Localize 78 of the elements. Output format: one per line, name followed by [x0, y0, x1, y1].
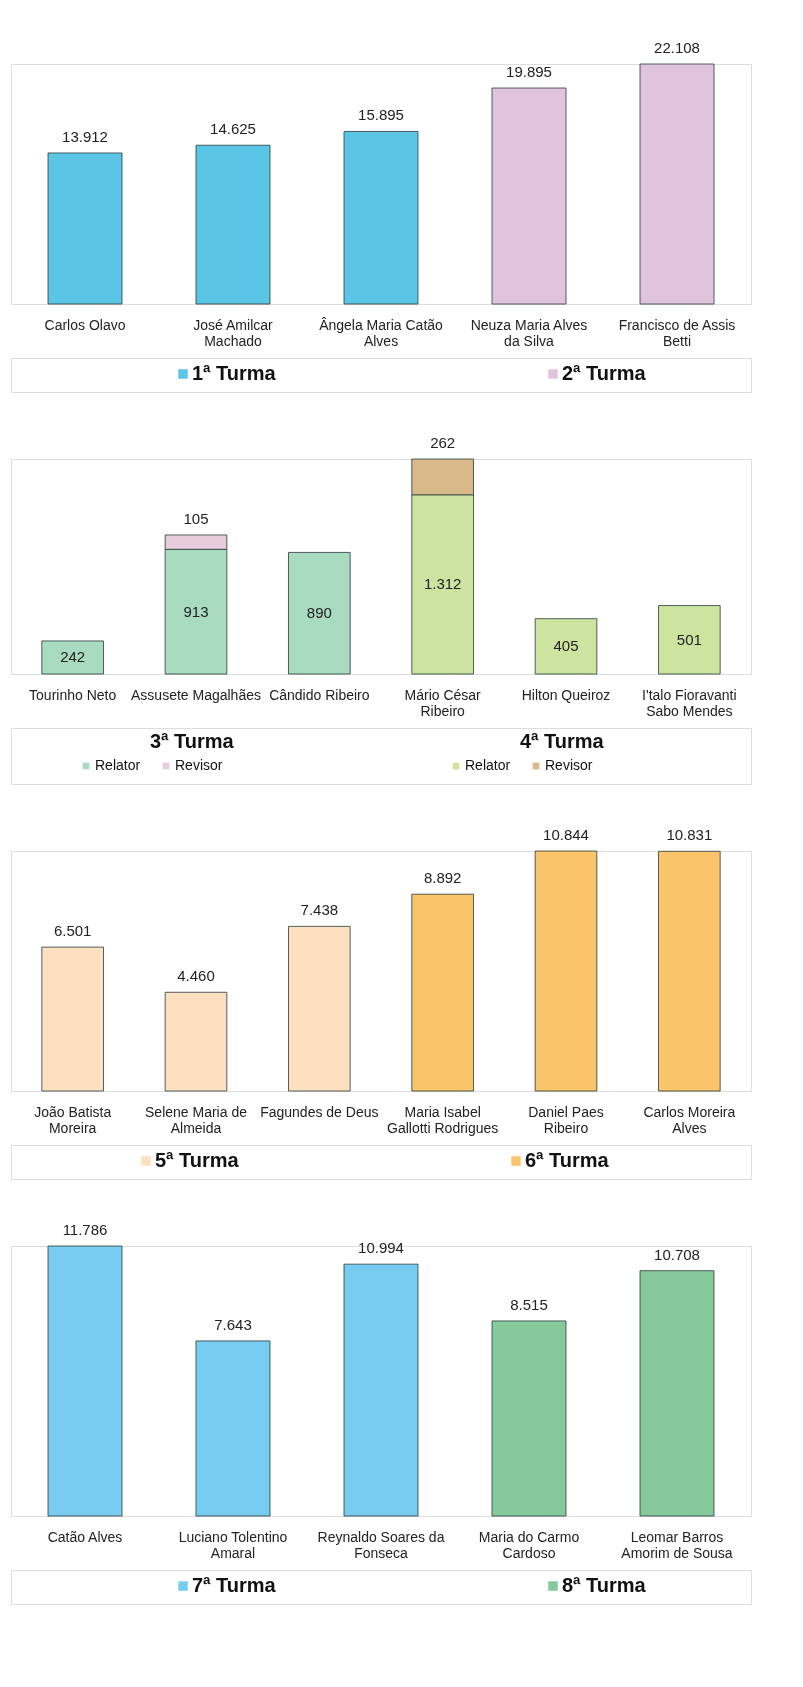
data-label: 890: [306, 604, 332, 622]
x-tick-label: Maria do Carmo Cardoso: [478, 1528, 580, 1561]
data-label: 4.460: [177, 967, 215, 985]
legend-label: 8ª Turma: [562, 1574, 647, 1596]
data-label: 10.831: [666, 826, 713, 844]
x-tick-label: Ângela Maria Catão Alves: [319, 316, 444, 349]
x-tick-label: I'talo Fioravanti Sabo Mendes: [642, 686, 737, 719]
legend-label: 2ª Turma: [562, 362, 647, 384]
x-tick-label: Daniel Paes Ribeiro: [528, 1103, 604, 1136]
data-label: 10.994: [358, 1239, 404, 1257]
x-tick-label: Carlos Olavo: [44, 316, 126, 333]
bar: [47, 152, 123, 305]
data-label: 19.895: [506, 63, 552, 81]
data-label: 913: [183, 602, 209, 620]
data-label: 8.515: [510, 1295, 548, 1313]
bar: [491, 1320, 567, 1517]
data-label: 14.625: [210, 120, 256, 138]
x-tick-label: Selene Maria de Almeida: [145, 1103, 248, 1136]
bar: [164, 991, 228, 1092]
data-label: 7.438: [300, 901, 339, 919]
x-tick-label: Hilton Queiroz: [521, 686, 611, 703]
bar: [343, 131, 419, 305]
bar: [195, 144, 271, 305]
legend-label: Relator: [465, 757, 511, 773]
x-tick-label: Cândido Ribeiro: [269, 686, 370, 703]
data-label: 501: [676, 630, 702, 648]
bar: [639, 1270, 715, 1517]
x-tick-label: Reynaldo Soares da Fonseca: [317, 1528, 445, 1561]
bar: [534, 618, 598, 675]
data-label: 8.892: [423, 869, 462, 887]
x-tick-label: Maria Isabel Gallotti Rodrigues: [387, 1103, 499, 1136]
bar: [343, 1263, 419, 1517]
data-label: 10.708: [654, 1245, 700, 1263]
x-tick-label: José Amilcar Machado: [193, 316, 274, 349]
legend-label: Revisor: [545, 757, 593, 773]
data-label: 6.501: [53, 922, 92, 940]
bar: [47, 1245, 123, 1517]
legend-label: 7ª Turma: [192, 1574, 277, 1596]
bar: [288, 925, 351, 1092]
x-tick-label: Neuza Maria Alves da Silva: [470, 316, 588, 349]
legend-label: 1ª Turma: [192, 362, 277, 384]
x-tick-label: Assusete Magalhães: [131, 686, 261, 703]
data-label: 22.108: [654, 39, 700, 56]
bar: [411, 893, 474, 1092]
x-tick-label: Mário César Ribeiro: [404, 686, 482, 719]
x-tick-label: Catão Alves: [47, 1528, 123, 1545]
data-label: 405: [553, 637, 579, 655]
data-label: 13.912: [62, 127, 108, 145]
data-label: 105: [183, 509, 209, 527]
x-tick-label: João Batista Moreira: [34, 1103, 112, 1136]
bar: [491, 87, 567, 305]
bar: [534, 850, 598, 1092]
data-label: 11.786: [62, 1221, 108, 1238]
legend-label: 5ª Turma: [155, 1149, 240, 1171]
data-label: 1.312: [423, 575, 462, 593]
data-label: 242: [60, 648, 86, 666]
x-tick-label: Leomar Barros Amorim de Sousa: [621, 1528, 733, 1561]
bar: [658, 850, 721, 1092]
legend-label: Revisor: [175, 757, 223, 773]
data-label: 15.895: [358, 106, 404, 124]
x-tick-label: Carlos Moreira Alves: [643, 1103, 736, 1136]
legend-label: 6ª Turma: [525, 1149, 610, 1171]
x-tick-label: Luciano Tolentino Amaral: [178, 1528, 288, 1561]
bar: [41, 946, 104, 1092]
bar: [195, 1340, 271, 1517]
data-label: 7.643: [214, 1315, 252, 1333]
bar: [41, 640, 104, 675]
x-tick-label: Tourinho Neto: [29, 686, 117, 703]
data-label: 10.844: [543, 826, 589, 843]
x-tick-label: Fagundes de Deus: [260, 1103, 379, 1120]
x-tick-label: Francisco de Assis Betti: [618, 316, 736, 349]
text: 3ª Turma: [150, 730, 235, 752]
bar: [639, 63, 715, 305]
bar: [288, 552, 351, 675]
data-label: 262: [430, 434, 456, 451]
legend-label: Relator: [95, 757, 141, 773]
bar: [658, 605, 721, 675]
text: 4ª Turma: [520, 730, 605, 752]
